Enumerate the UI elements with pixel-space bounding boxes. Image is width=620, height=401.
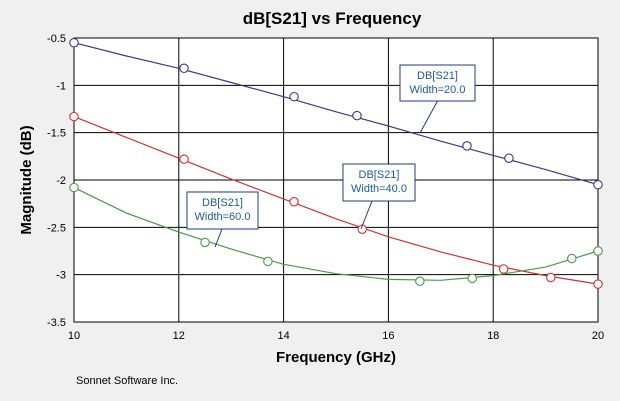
x-tick-label: 16 [382,330,394,342]
x-tick-label: 12 [173,330,185,342]
data-point [567,253,577,264]
y-tick-label: -1.5 [47,128,66,140]
y-axis-label: Magnitude (dB) [18,125,35,234]
data-point [415,276,425,287]
data-point [462,141,472,151]
data-point [467,273,477,284]
y-axis-ticks: -0.5 -1 -1.5 -2 -2.5 -3 -3.5 [47,33,66,329]
callout-leader [360,200,373,230]
callout-text: Width=20.0 [410,84,466,96]
series-line [73,187,599,281]
x-axis-label: Frequency (GHz) [276,349,396,366]
x-axis-ticks: 10 12 14 16 18 20 [68,330,604,342]
footer-credit: Sonnet Software Inc. [76,375,178,387]
data-point [69,37,79,48]
callout-box [399,64,476,102]
y-tick-label: -3.5 [47,317,66,329]
callout-text: DB[S21] [417,70,458,82]
series-3 [69,182,603,287]
data-point [546,272,556,283]
callout-1: DB[S21] Width=20.0 [399,64,476,134]
series-2 [69,111,603,289]
callout-text: Width=60.0 [195,211,251,223]
data-point [179,63,189,74]
series-line [73,116,599,285]
data-point [593,179,603,190]
data-point [593,246,603,256]
data-point [200,237,210,248]
data-point [593,279,603,289]
data-point [69,182,79,193]
series-group [69,37,603,289]
grid [74,38,598,322]
y-tick-label: -2 [56,175,66,187]
x-tick-label: 18 [487,330,499,342]
x-tick-label: 20 [592,330,604,342]
callout-box [186,191,259,230]
callout-box [342,163,416,202]
data-point [289,197,299,207]
data-point [263,256,273,267]
callout-text: Width=40.0 [351,183,407,195]
y-tick-label: -0.5 [47,33,66,45]
series-1 [69,37,603,190]
chart-title: dB[S21] vs Frequency [243,9,422,28]
callout-text: DB[S21] [202,197,243,209]
data-point [352,110,362,121]
callout-text: DB[S21] [359,169,400,181]
callout-3: DB[S21] Width=60.0 [186,191,259,248]
y-tick-label: -2.5 [47,222,66,234]
y-tick-label: -1 [56,80,66,92]
x-tick-label: 10 [68,330,80,342]
y-tick-label: -3 [56,270,66,282]
x-tick-label: 14 [277,330,289,342]
data-point [289,91,299,102]
callout-leader [419,100,438,134]
callout-2: DB[S21] Width=40.0 [342,163,416,230]
data-point [179,154,189,164]
data-point [504,153,514,163]
callouts: DB[S21]Width=20.0DB[S21]Width=40.0DB[S21… [186,64,476,248]
data-point [498,264,509,274]
callout-leader [214,228,223,248]
data-point [69,111,79,122]
